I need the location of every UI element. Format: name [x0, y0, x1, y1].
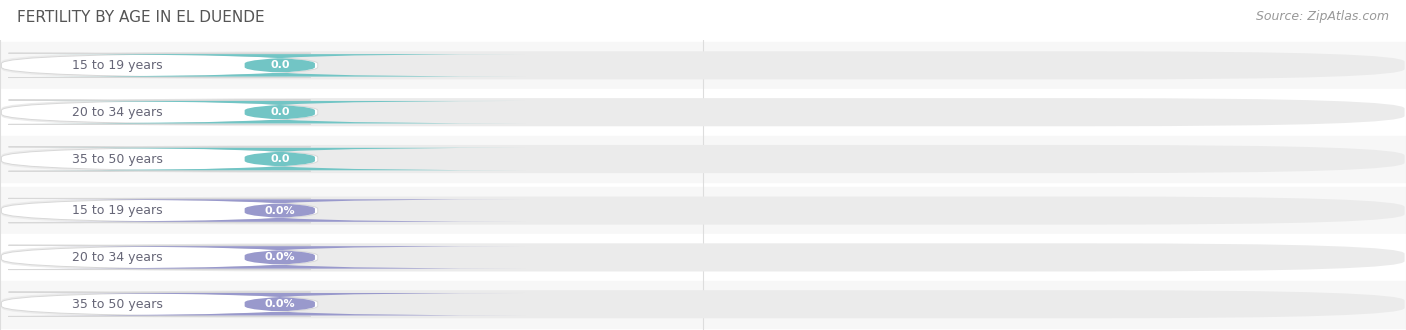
- Text: 0.0%: 0.0%: [264, 299, 295, 309]
- FancyBboxPatch shape: [1, 53, 318, 78]
- FancyBboxPatch shape: [34, 199, 526, 222]
- FancyBboxPatch shape: [34, 293, 526, 315]
- FancyBboxPatch shape: [1, 198, 318, 223]
- Bar: [0, 42, 1406, 89]
- Bar: [0, 281, 1406, 328]
- FancyBboxPatch shape: [34, 54, 526, 77]
- Text: Source: ZipAtlas.com: Source: ZipAtlas.com: [1256, 10, 1389, 23]
- Text: 0.0: 0.0: [693, 186, 713, 199]
- Text: 0.0%: 0.0%: [264, 206, 295, 215]
- Text: 35 to 50 years: 35 to 50 years: [72, 152, 163, 166]
- FancyBboxPatch shape: [1, 196, 1405, 225]
- Text: 35 to 50 years: 35 to 50 years: [72, 298, 163, 311]
- FancyBboxPatch shape: [1, 245, 318, 270]
- FancyBboxPatch shape: [34, 101, 526, 123]
- Text: 15 to 19 years: 15 to 19 years: [72, 59, 163, 72]
- Bar: [0, 89, 1406, 136]
- FancyBboxPatch shape: [1, 292, 318, 316]
- Bar: [0, 234, 1406, 281]
- FancyBboxPatch shape: [34, 148, 526, 170]
- FancyBboxPatch shape: [34, 246, 526, 269]
- Text: 0.0: 0.0: [1396, 186, 1406, 199]
- FancyBboxPatch shape: [1, 98, 1405, 126]
- Text: 15 to 19 years: 15 to 19 years: [72, 204, 163, 217]
- Text: 20 to 34 years: 20 to 34 years: [72, 251, 163, 264]
- FancyBboxPatch shape: [1, 100, 318, 124]
- Text: 0.0: 0.0: [270, 107, 290, 117]
- FancyBboxPatch shape: [1, 243, 1405, 272]
- FancyBboxPatch shape: [1, 145, 1405, 173]
- Text: FERTILITY BY AGE IN EL DUENDE: FERTILITY BY AGE IN EL DUENDE: [17, 10, 264, 25]
- Text: 0.0: 0.0: [270, 154, 290, 164]
- Text: 0.0: 0.0: [0, 186, 10, 199]
- Text: 0.0%: 0.0%: [264, 252, 295, 262]
- FancyBboxPatch shape: [1, 51, 1405, 80]
- Text: 20 to 34 years: 20 to 34 years: [72, 106, 163, 119]
- Text: 0.0: 0.0: [270, 60, 290, 70]
- Bar: [0, 136, 1406, 182]
- FancyBboxPatch shape: [1, 290, 1405, 318]
- FancyBboxPatch shape: [1, 147, 318, 171]
- Bar: [0, 187, 1406, 234]
